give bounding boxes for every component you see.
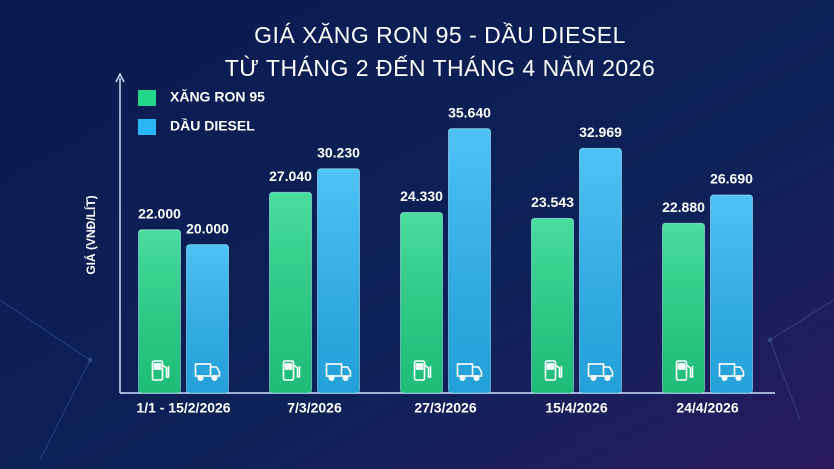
x-tick-label: 15/4/2026 — [545, 400, 607, 416]
x-tick-label: 24/4/2026 — [676, 400, 738, 416]
pump-icon — [413, 360, 432, 381]
value-label: 26.690 — [710, 171, 753, 187]
icon-part — [587, 363, 605, 377]
icon-part — [415, 363, 424, 370]
value-label: 30.230 — [317, 144, 360, 160]
value-label: 22.000 — [138, 205, 181, 221]
bar-shade — [662, 223, 705, 393]
value-label: 32.969 — [579, 124, 622, 140]
truck-icon — [718, 363, 745, 381]
value-label: 23.543 — [531, 194, 574, 210]
icon-part — [718, 363, 736, 377]
bar-shade — [186, 244, 229, 393]
bar-shade — [710, 194, 753, 393]
icon-part — [686, 364, 694, 378]
y-axis-label: GIÁ (VNĐ/LÍT) — [83, 195, 98, 274]
value-label: 35.640 — [448, 104, 491, 120]
pump-icon — [675, 360, 694, 381]
legend-swatch — [138, 119, 156, 135]
icon-part — [456, 363, 474, 377]
pump-icon — [544, 360, 563, 381]
icon-part — [544, 360, 557, 381]
value-label: 22.880 — [662, 199, 705, 215]
icon-part — [413, 360, 426, 381]
icon-part — [151, 360, 164, 381]
x-tick-label: 7/3/2026 — [287, 400, 342, 416]
icon-part — [282, 360, 295, 381]
chart-title: GIÁ XĂNG RON 95 - DẦU DIESEL — [254, 21, 626, 48]
icon-part — [459, 374, 466, 381]
icon-part — [328, 374, 335, 381]
icon-part — [153, 363, 162, 370]
bar-shade — [138, 229, 181, 393]
bar-shade — [448, 128, 491, 393]
icon-part — [721, 374, 728, 381]
icon-part — [555, 364, 563, 378]
icon-part — [677, 363, 686, 370]
icon-part — [211, 374, 218, 381]
legend-swatch — [138, 90, 156, 106]
icon-part — [675, 360, 688, 381]
icon-part — [293, 364, 301, 378]
icon-part — [546, 363, 555, 370]
pump-icon — [151, 360, 170, 381]
icon-part — [342, 374, 349, 381]
x-tick-label: 27/3/2026 — [414, 400, 476, 416]
bar-shade — [317, 168, 360, 393]
truck-icon — [194, 363, 221, 381]
icon-part — [424, 364, 432, 378]
bar-shade — [579, 148, 622, 393]
x-tick-label: 1/1 - 15/2/2026 — [136, 400, 230, 416]
pump-icon — [282, 360, 301, 381]
icon-part — [590, 374, 597, 381]
icon-part — [197, 374, 204, 381]
value-label: 27.040 — [269, 168, 312, 184]
icon-part — [604, 374, 611, 381]
legend-label: DẦU DIESEL — [170, 118, 255, 134]
icon-part — [473, 374, 480, 381]
value-label: 24.330 — [400, 188, 443, 204]
y-axis-arrow — [115, 72, 125, 83]
icon-part — [735, 374, 742, 381]
truck-icon — [587, 363, 614, 381]
bar-shade — [531, 218, 574, 393]
icon-part — [194, 363, 212, 377]
icon-part — [325, 363, 343, 377]
truck-icon — [325, 363, 352, 381]
truck-icon — [456, 363, 483, 381]
chart-subtitle: TỪ THÁNG 2 ĐẾN THÁNG 4 NĂM 2026 — [225, 54, 656, 81]
bar-shade — [269, 192, 312, 393]
icon-part — [162, 364, 170, 378]
decoration — [0, 299, 834, 461]
legend-label: XĂNG RON 95 — [170, 89, 265, 105]
icon-part — [284, 363, 293, 370]
value-label: 20.000 — [186, 220, 229, 236]
bar-shade — [400, 212, 443, 393]
